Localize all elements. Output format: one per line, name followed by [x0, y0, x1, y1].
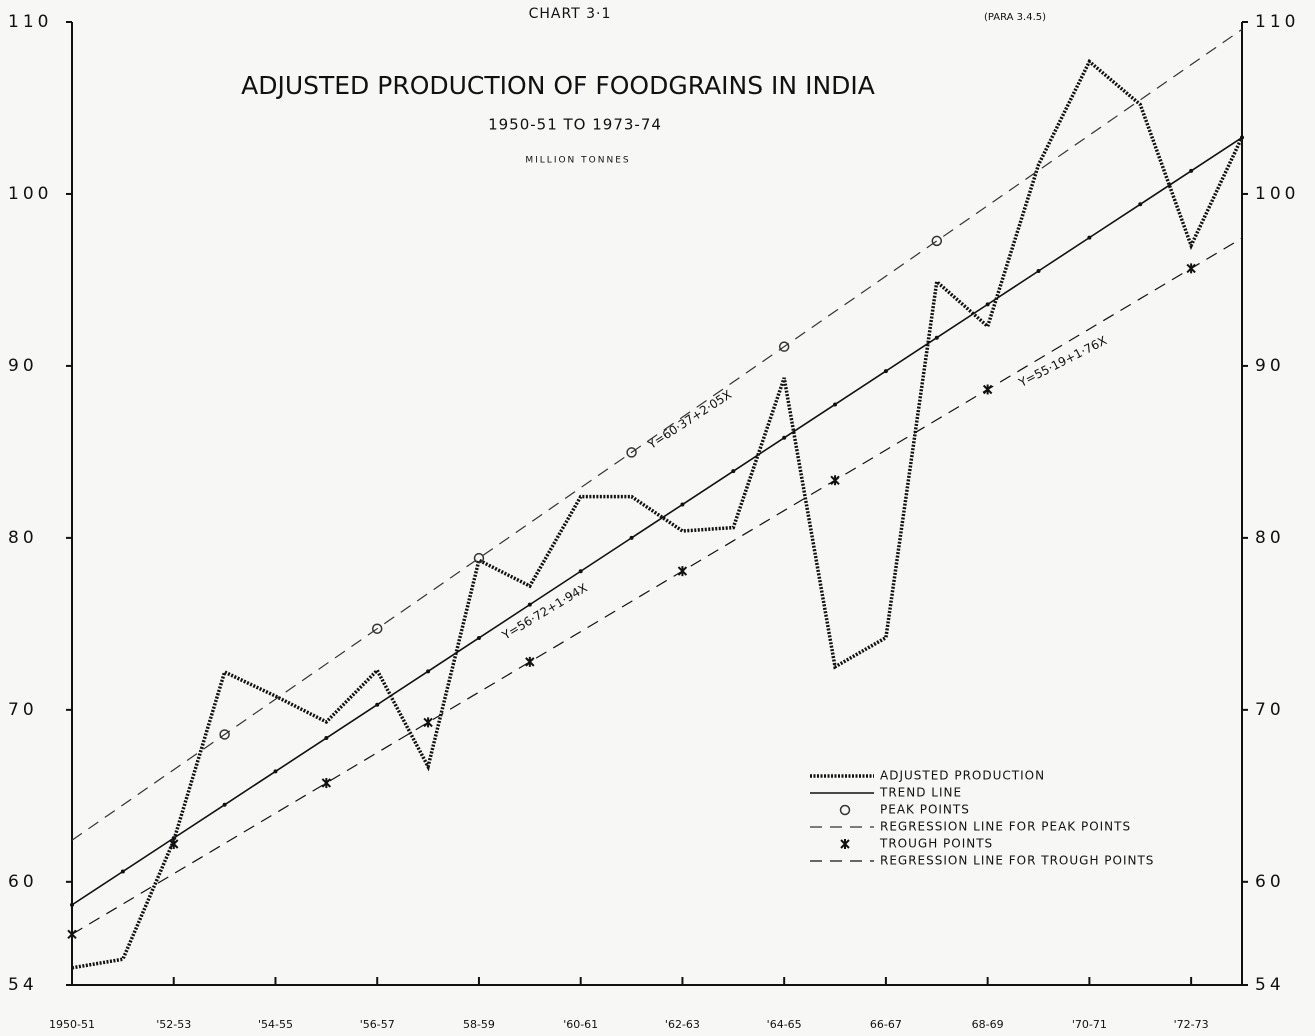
peak-point — [626, 447, 637, 458]
y-tick-label: 70 — [1255, 700, 1285, 720]
y-tick-label: 60 — [1255, 872, 1285, 892]
trend-dot — [731, 469, 736, 474]
trend-dot — [680, 502, 685, 507]
y-tick-label: 100 — [8, 184, 52, 204]
trough-point — [423, 717, 433, 728]
trend-dot — [883, 369, 888, 374]
chart-label: CHART 3·1 — [529, 6, 612, 22]
x-tick-label: 1950-51 — [49, 1018, 95, 1031]
trend-dot — [578, 569, 583, 574]
y-tick-label: 54 — [8, 975, 38, 995]
trough-point — [67, 929, 77, 940]
series-line — [71, 136, 1243, 906]
legend-label: TREND LINE — [879, 786, 962, 800]
series-line — [71, 58, 1244, 970]
x-tick-label: '56-57 — [360, 1018, 395, 1031]
x-tick-label: '54-55 — [258, 1018, 293, 1031]
y-tick-label: 80 — [1255, 528, 1285, 548]
y-tick-label: 110 — [1255, 12, 1299, 32]
trend-dot — [1087, 235, 1092, 240]
y-tick-label: 60 — [8, 872, 38, 892]
x-tick-label: 66-67 — [870, 1018, 902, 1031]
trough-point — [525, 656, 535, 667]
peak-equation: Y=60·37+2·05X — [645, 387, 735, 452]
peak-point — [778, 341, 790, 352]
y-tick-label: 70 — [8, 700, 38, 720]
series-line — [71, 237, 1243, 935]
trend-dot — [1189, 168, 1194, 173]
trend-dot — [375, 702, 380, 707]
trend-dot — [70, 902, 74, 907]
legend-label: ADJUSTED PRODUCTION — [880, 769, 1045, 783]
y-tick-label: 90 — [8, 356, 38, 376]
trend-dot — [629, 535, 634, 540]
trend-dot — [324, 736, 329, 741]
y-tick-label: 80 — [8, 528, 38, 548]
peak-point — [371, 623, 383, 634]
trend-dot — [934, 335, 939, 340]
y-tick-label: 110 — [8, 12, 52, 32]
peak-point — [473, 552, 485, 564]
trend-dot — [833, 402, 838, 407]
trend-dot — [426, 669, 431, 674]
trend-dot — [782, 435, 787, 440]
y-tick-label: 100 — [1255, 184, 1299, 204]
x-tick-label: '72-73 — [1174, 1018, 1209, 1031]
reference: (PARA 3.4.5) — [984, 12, 1046, 23]
x-tick-label: 68-69 — [972, 1018, 1004, 1031]
trend-dot — [222, 802, 227, 807]
x-tick-label: '60-61 — [563, 1018, 598, 1031]
trend-dot — [1036, 269, 1041, 274]
legend-label: REGRESSION LINE FOR TROUGH POINTS — [880, 854, 1154, 868]
trough-point — [840, 839, 850, 849]
legend-label: PEAK POINTS — [880, 803, 970, 817]
trend-dot — [476, 635, 481, 640]
x-tick-label: '70-71 — [1072, 1018, 1107, 1031]
y-label: MILLION TONNES — [525, 156, 630, 166]
subtitle: 1950-51 TO 1973-74 — [488, 116, 662, 134]
x-tick-label: '52-53 — [156, 1018, 191, 1031]
x-tick-label: 58-59 — [463, 1018, 495, 1031]
trend-dot — [527, 602, 532, 607]
trough-equation: Y=55·19+1·76X — [1016, 333, 1109, 390]
peak-point — [219, 729, 230, 740]
chart-title: ADJUSTED PRODUCTION OF FOODGRAINS IN IND… — [241, 71, 875, 100]
y-tick-label: 90 — [1255, 356, 1285, 376]
trough-point — [321, 777, 332, 788]
legend-label: TROUGH POINTS — [879, 837, 993, 851]
peak-point — [931, 235, 943, 247]
trend-dot — [1240, 135, 1244, 140]
y-tick-label: 54 — [1255, 975, 1285, 995]
peak-point — [839, 804, 851, 816]
trough-point — [169, 838, 179, 849]
trend-dot — [985, 302, 990, 307]
trend-dot — [120, 869, 125, 874]
x-tick-label: '64-65 — [767, 1018, 802, 1031]
legend-label: REGRESSION LINE FOR PEAK POINTS — [880, 820, 1131, 834]
trend-dot — [273, 769, 278, 774]
series-line — [71, 28, 1243, 841]
trend-dot — [1138, 202, 1143, 207]
x-tick-label: '62-63 — [665, 1018, 700, 1031]
